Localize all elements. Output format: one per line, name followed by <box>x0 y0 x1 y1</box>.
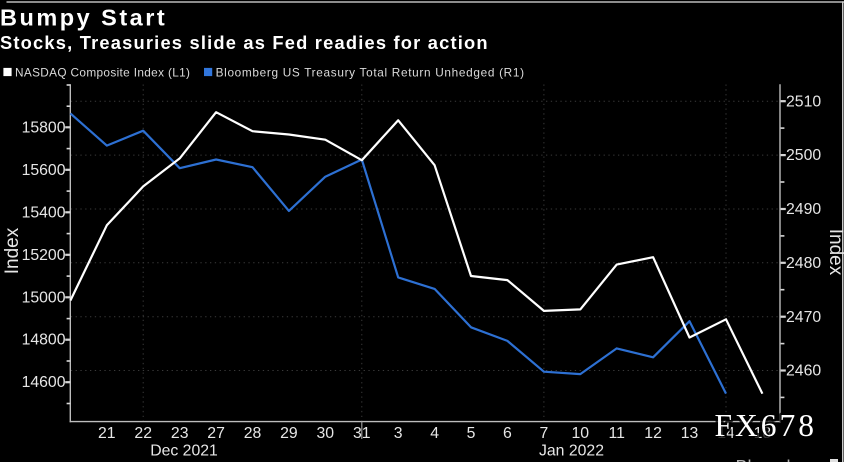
svg-text:2480: 2480 <box>786 255 821 272</box>
svg-text:21: 21 <box>98 425 116 442</box>
svg-text:Dec 2021: Dec 2021 <box>150 443 218 460</box>
svg-text:2500: 2500 <box>786 147 821 164</box>
svg-text:2490: 2490 <box>786 201 821 218</box>
svg-text:6: 6 <box>503 425 512 442</box>
svg-text:Jan 2022: Jan 2022 <box>539 443 604 460</box>
svg-text:29: 29 <box>280 425 298 442</box>
svg-text:7: 7 <box>540 425 549 442</box>
svg-text:15400: 15400 <box>22 204 66 221</box>
svg-text:22: 22 <box>134 425 152 442</box>
svg-text:28: 28 <box>244 425 262 442</box>
svg-text:Bloomberg US Treasury Total Re: Bloomberg US Treasury Total Return Unhed… <box>216 65 525 79</box>
svg-text:11: 11 <box>608 425 625 442</box>
svg-text:14: 14 <box>717 425 735 442</box>
svg-text:Bumpy Start: Bumpy Start <box>0 5 167 31</box>
svg-text:5: 5 <box>467 425 476 442</box>
svg-text:2460: 2460 <box>786 363 821 380</box>
svg-text:15600: 15600 <box>22 162 66 179</box>
svg-text:23: 23 <box>171 425 189 442</box>
svg-text:Index: Index <box>2 227 23 274</box>
svg-text:15200: 15200 <box>22 247 66 264</box>
svg-text:2510: 2510 <box>786 93 821 110</box>
svg-text:4: 4 <box>430 425 439 442</box>
svg-text:Stocks, Treasuries slide as Fe: Stocks, Treasuries slide as Fed readies … <box>0 32 489 53</box>
svg-text:15800: 15800 <box>22 119 66 136</box>
svg-text:3: 3 <box>394 425 403 442</box>
svg-text:Index: Index <box>825 229 844 276</box>
svg-text:13: 13 <box>681 425 699 442</box>
svg-text:12: 12 <box>644 425 662 442</box>
svg-text:31: 31 <box>353 425 371 442</box>
svg-text:18: 18 <box>754 425 772 442</box>
svg-text:14600: 14600 <box>22 374 66 391</box>
svg-text:27: 27 <box>207 425 225 442</box>
svg-text:2470: 2470 <box>786 309 821 326</box>
svg-text:NASDAQ Composite Index (L1): NASDAQ Composite Index (L1) <box>15 65 190 79</box>
svg-text:14800: 14800 <box>22 332 66 349</box>
svg-text:FX678: FX678 <box>715 408 818 443</box>
svg-text:10: 10 <box>572 425 590 442</box>
svg-text:15000: 15000 <box>22 289 66 306</box>
svg-text:30: 30 <box>317 425 335 442</box>
svg-text:FX678: FX678 <box>715 408 818 443</box>
svg-text:Bloomberg: Bloomberg <box>736 457 823 462</box>
